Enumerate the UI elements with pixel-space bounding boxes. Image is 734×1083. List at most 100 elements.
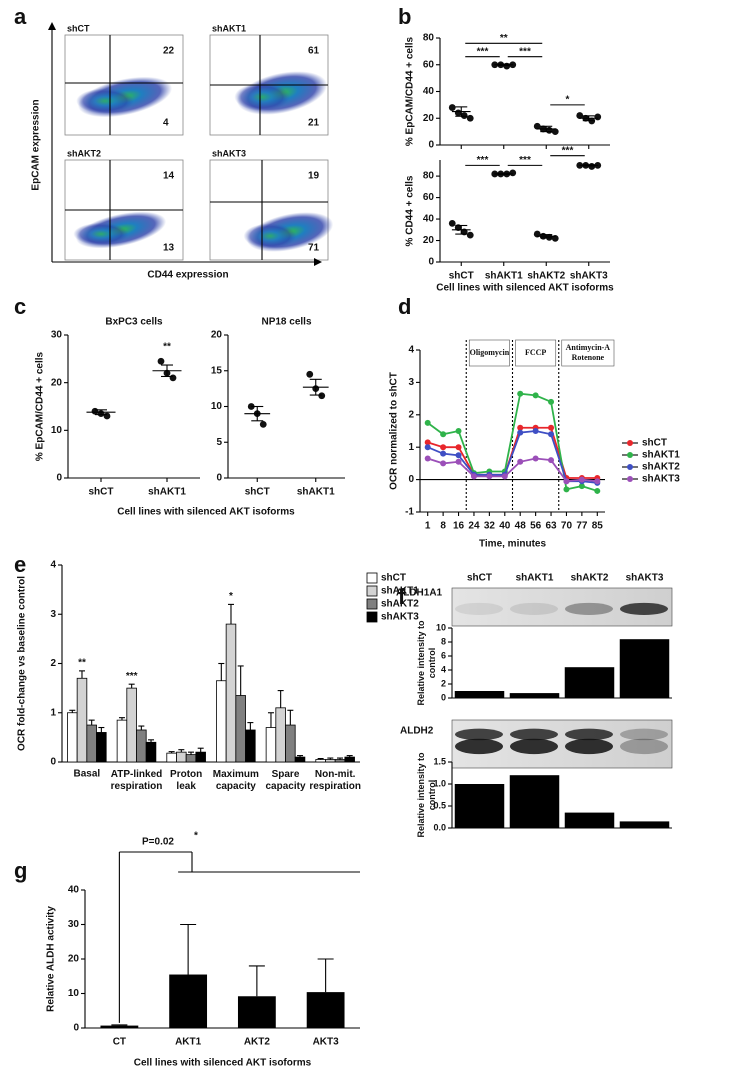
- significance: ***: [477, 155, 489, 166]
- x-tick-label: 16: [453, 521, 465, 532]
- data-point: [169, 374, 177, 382]
- phase-box: [561, 339, 615, 367]
- data-point: [466, 231, 474, 239]
- data-point: [466, 114, 474, 122]
- quadrant-value: 61: [308, 46, 320, 57]
- significance: **: [163, 341, 171, 352]
- bar: [166, 752, 177, 763]
- significance: ***: [562, 145, 574, 156]
- significance: ***: [126, 671, 138, 682]
- blot-band: [620, 738, 668, 755]
- y-axis-label: OCR normalized to shCT: [389, 372, 400, 490]
- y-tick-label: 40: [423, 86, 435, 97]
- x-tick-label: shCT: [245, 487, 270, 498]
- y-tick-label: 15: [211, 365, 223, 376]
- y-tick-label: 20: [51, 377, 63, 388]
- legend-marker: [627, 452, 633, 458]
- y-tick-label: 8: [441, 636, 446, 646]
- legend-swatch: [366, 611, 378, 623]
- chart-title: NP18 cells: [261, 317, 311, 328]
- significance: **: [500, 33, 508, 44]
- protein-label: ALDH1A1: [396, 588, 443, 599]
- data-point: [517, 390, 524, 397]
- significance: *: [194, 831, 198, 842]
- sample-name: shAKT2: [67, 148, 101, 158]
- y-tick-label: 0: [441, 692, 446, 702]
- data-point: [594, 487, 601, 494]
- data-point: [551, 128, 559, 136]
- bar: [145, 741, 157, 763]
- y-axis-label: Relative intensity tocontrol: [416, 620, 437, 706]
- x-tick-label: AKT2: [244, 1037, 271, 1048]
- bar: [334, 759, 346, 763]
- phase-label: Oligomycin: [470, 348, 510, 357]
- y-tick-label: 60: [423, 59, 435, 70]
- data-point: [448, 104, 456, 111]
- cell-density: [76, 88, 134, 114]
- bar: [245, 729, 256, 763]
- cell-density: [73, 222, 129, 246]
- blot-band: [510, 738, 558, 755]
- legend-label: shAKT1: [381, 586, 419, 597]
- data-point: [455, 428, 462, 434]
- blot-band: [565, 602, 613, 615]
- lane-label: shAKT3: [626, 573, 664, 584]
- data-point: [440, 460, 447, 467]
- bar: [136, 729, 147, 763]
- y-tick-label: 1.0: [433, 778, 446, 788]
- data-point: [440, 444, 447, 451]
- data-point: [103, 412, 111, 420]
- blot-band: [565, 738, 613, 755]
- data-point: [424, 455, 431, 462]
- y-tick-label: 3: [408, 377, 414, 388]
- data-point: [509, 169, 517, 177]
- legend-label: shAKT3: [642, 474, 680, 485]
- legend-swatch: [366, 585, 378, 597]
- data-point: [517, 429, 524, 436]
- x-tick-label: 1: [425, 521, 431, 532]
- x-tick-label: AKT1: [175, 1037, 202, 1048]
- y-tick-label: 2: [408, 409, 414, 420]
- y-tick-label: 5: [216, 437, 222, 448]
- legend-swatch: [366, 598, 378, 610]
- protein-label: ALDH2: [400, 726, 434, 737]
- bar: [237, 996, 276, 1028]
- data-point: [91, 407, 99, 415]
- data-point: [259, 420, 267, 428]
- y-tick-label: 0.0: [433, 822, 446, 832]
- bar: [116, 719, 128, 763]
- data-point: [517, 458, 524, 465]
- x-axis-label: Cell lines with silenced AKT isoforms: [117, 507, 295, 518]
- data-point: [424, 439, 431, 446]
- panel-label: d: [398, 294, 411, 319]
- p-value: P=0.02: [142, 837, 174, 848]
- bar: [619, 821, 670, 828]
- legend-marker: [627, 476, 633, 482]
- x-tick-label: 24: [468, 521, 480, 532]
- data-point: [455, 458, 462, 465]
- blot-band: [455, 728, 503, 741]
- y-tick-label: 0: [216, 473, 222, 484]
- y-tick-label: 80: [423, 171, 435, 182]
- data-point: [486, 473, 493, 480]
- bar: [315, 759, 326, 763]
- data-point: [578, 476, 585, 483]
- bar: [454, 784, 505, 828]
- x-tick-label: shAKT2: [527, 271, 565, 282]
- quadrant-value: 21: [308, 118, 320, 129]
- x-tick-label: 48: [515, 521, 527, 532]
- y-tick-label: 20: [423, 113, 435, 124]
- y-tick-label: 10: [211, 401, 223, 412]
- lane-label: shAKT1: [516, 573, 554, 584]
- bar: [67, 712, 78, 763]
- x-tick-label: 85: [592, 521, 604, 532]
- x-tick-label: shAKT1: [485, 271, 523, 282]
- data-point: [455, 452, 462, 459]
- cell-density: [243, 223, 297, 249]
- y-tick-label: 0: [56, 473, 62, 484]
- significance: ***: [519, 155, 531, 166]
- significance: ***: [477, 46, 489, 57]
- x-axis-label: CD44 expression: [147, 270, 228, 281]
- data-point: [532, 392, 539, 399]
- sample-name: shCT: [67, 23, 90, 33]
